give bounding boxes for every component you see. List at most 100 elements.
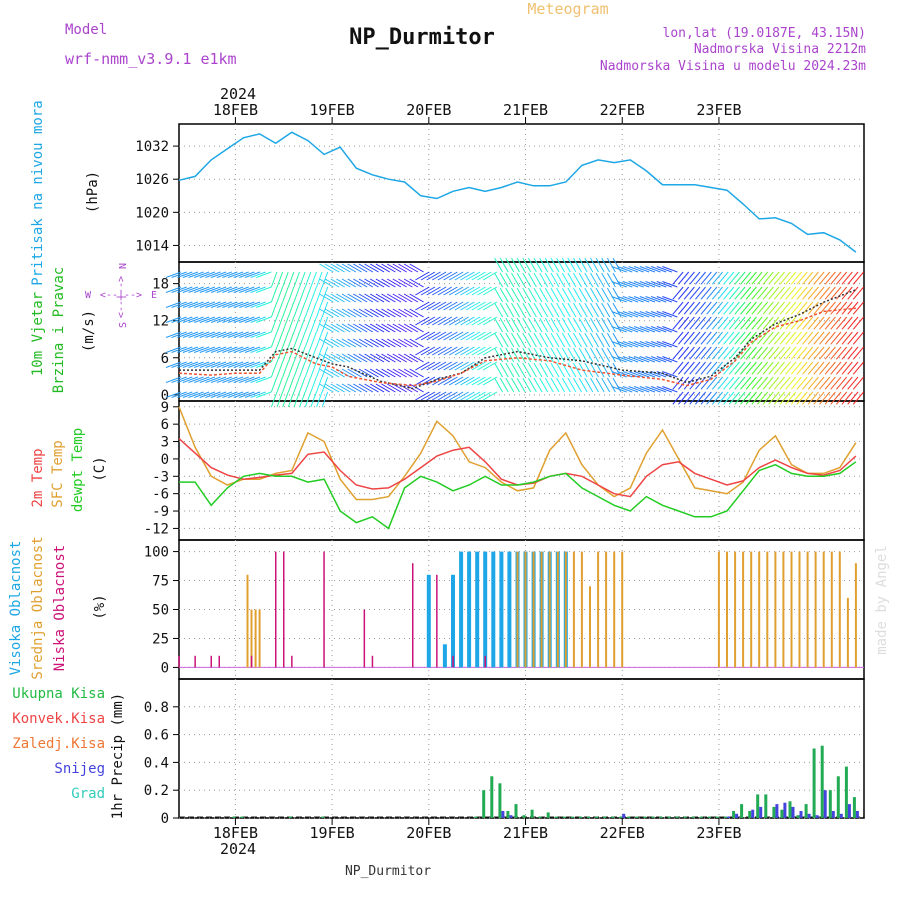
wind-barb bbox=[634, 281, 650, 288]
wind-barb bbox=[409, 383, 424, 393]
precip-snow-bar bbox=[751, 809, 755, 818]
wind-barb bbox=[745, 376, 757, 390]
wind-barb bbox=[706, 346, 718, 360]
wind-barb bbox=[364, 353, 379, 363]
wind-barb bbox=[700, 346, 712, 360]
wind-barb bbox=[841, 316, 853, 330]
wind-barb bbox=[392, 353, 407, 363]
wind-barb bbox=[807, 376, 819, 390]
wind-barb bbox=[460, 271, 475, 281]
wind-barb bbox=[751, 376, 763, 390]
wind-barb bbox=[409, 338, 424, 348]
wind-barb bbox=[310, 271, 317, 288]
dewpt-temp-line bbox=[179, 461, 857, 530]
wind-barb bbox=[460, 391, 475, 401]
wind-barbs bbox=[165, 257, 864, 408]
wind-barb bbox=[785, 286, 797, 300]
precip-rain-bar bbox=[587, 816, 590, 818]
wind-barb bbox=[415, 271, 430, 281]
wind-barb bbox=[299, 331, 306, 348]
precip-frame bbox=[178, 678, 865, 819]
wind-barb bbox=[802, 316, 814, 330]
wind-barb bbox=[415, 286, 430, 296]
wind-barb bbox=[316, 346, 323, 363]
wind-barb bbox=[222, 376, 238, 383]
wind-barb bbox=[321, 331, 329, 348]
wind-barb bbox=[494, 272, 504, 288]
wind-barb bbox=[233, 361, 249, 368]
wind-barb bbox=[477, 286, 492, 296]
footer-station: NP_Durmitor bbox=[345, 864, 431, 879]
precip-snow-bar bbox=[831, 811, 835, 818]
wind-barb bbox=[398, 263, 413, 273]
wind-barb bbox=[239, 346, 255, 353]
wind-barb bbox=[678, 361, 690, 375]
wind-barb bbox=[578, 272, 588, 288]
wind-barb bbox=[717, 286, 729, 300]
wind-barb bbox=[773, 286, 785, 300]
wind-barb bbox=[321, 286, 329, 303]
wind-barb bbox=[533, 362, 543, 378]
wind-barb bbox=[683, 316, 695, 330]
wind-barb bbox=[432, 301, 447, 311]
wind-barb bbox=[353, 338, 368, 348]
wind-barb bbox=[239, 331, 255, 338]
wind-barb bbox=[437, 301, 453, 311]
wind-barb bbox=[276, 361, 284, 378]
wind-barb bbox=[177, 361, 193, 368]
wind-barb bbox=[550, 347, 560, 363]
precip-legend-label: Grad bbox=[71, 786, 105, 802]
wind-barb bbox=[678, 316, 690, 330]
wind-barb bbox=[233, 271, 249, 278]
wind-barb bbox=[824, 301, 836, 315]
wind-barb bbox=[768, 286, 780, 300]
wind-barb bbox=[304, 391, 312, 408]
wind-barb bbox=[595, 302, 605, 318]
wind-barb bbox=[628, 296, 644, 303]
wind-barb bbox=[471, 301, 486, 311]
wind-barb bbox=[841, 331, 853, 345]
wind-barb bbox=[194, 391, 210, 398]
wind-barb bbox=[403, 368, 419, 378]
wind-barb bbox=[567, 287, 577, 303]
wind-barb bbox=[227, 331, 244, 338]
wind-barb bbox=[471, 286, 486, 296]
wind-barb bbox=[841, 391, 853, 405]
wind-barb bbox=[182, 331, 199, 338]
wind-barb bbox=[270, 376, 278, 393]
wind-barb bbox=[830, 271, 842, 285]
wind-barb bbox=[634, 356, 650, 363]
wind-barb bbox=[409, 368, 424, 378]
wind-barb bbox=[471, 361, 486, 371]
wind-barb bbox=[398, 293, 413, 303]
wind-barb bbox=[375, 308, 390, 318]
wind-barb bbox=[299, 301, 306, 318]
precip-rain-bar bbox=[675, 816, 679, 818]
wind-barb bbox=[177, 391, 193, 398]
pressure-unit: (hPa) bbox=[85, 171, 101, 213]
cloud-tick-label: 25 bbox=[152, 631, 169, 647]
wind-barb bbox=[852, 361, 864, 375]
precip-rain-bar bbox=[562, 816, 566, 818]
wind-barb bbox=[779, 346, 791, 360]
wind-barb bbox=[353, 278, 368, 288]
wind-barb bbox=[165, 376, 182, 383]
wind-barb bbox=[740, 271, 752, 285]
temp-tick-label: 6 bbox=[161, 417, 169, 433]
wind-barb bbox=[369, 383, 385, 393]
wind-barb bbox=[409, 293, 424, 303]
wind-barb bbox=[785, 346, 797, 360]
precip-snow-bar bbox=[815, 815, 819, 818]
wind-barb bbox=[634, 326, 650, 333]
wind-barb bbox=[723, 331, 735, 345]
precip-snow-bar bbox=[759, 806, 763, 818]
wind-barb bbox=[723, 271, 735, 285]
wind-barb bbox=[678, 391, 690, 405]
wind-barb bbox=[244, 271, 261, 278]
wind-barb bbox=[324, 338, 340, 348]
wind-barb bbox=[556, 317, 566, 333]
bottom-day-label: 20FEB bbox=[406, 824, 451, 842]
wind-barb bbox=[606, 272, 616, 288]
wind-barb bbox=[711, 391, 723, 405]
temp-tick-label: 9 bbox=[161, 400, 169, 416]
